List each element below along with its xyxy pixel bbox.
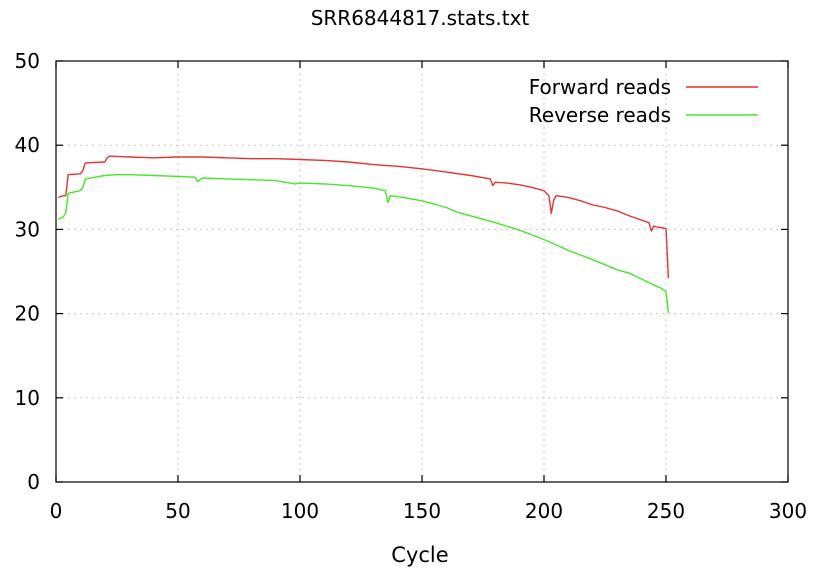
- y-tick-label: 0: [27, 470, 40, 494]
- y-tick-label: 40: [15, 133, 40, 157]
- x-tick-label: 300: [769, 499, 807, 523]
- y-tick-label: 50: [15, 49, 40, 73]
- x-tick-label: 0: [50, 499, 63, 523]
- legend: Forward reads Reverse reads: [529, 75, 758, 127]
- legend-label: Reverse reads: [529, 103, 671, 127]
- x-axis-label: Cycle: [391, 543, 448, 567]
- grid: [56, 61, 788, 482]
- legend-label: Forward reads: [529, 75, 671, 99]
- watermark: 知乎 @Beccaliii: [660, 542, 809, 566]
- x-tick-label: 50: [165, 499, 190, 523]
- x-tick-label: 250: [647, 499, 685, 523]
- y-tick-label: 30: [15, 217, 40, 241]
- x-tick-label: 150: [403, 499, 441, 523]
- series-layer: [58, 155, 670, 313]
- ticks: 0 50 100 150 200 250 300 0 10 20 30 40 50: [15, 49, 808, 523]
- chart-title: SRR6844817.stats.txt: [311, 6, 530, 30]
- x-tick-label: 100: [281, 499, 319, 523]
- series-line-forward: [58, 155, 670, 279]
- y-tick-label: 10: [15, 386, 40, 410]
- series-line-reverse: [58, 173, 670, 313]
- x-tick-label: 200: [525, 499, 563, 523]
- y-tick-label: 20: [15, 302, 40, 326]
